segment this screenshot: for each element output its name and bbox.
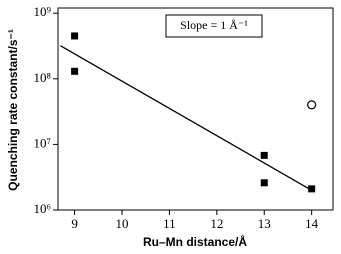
y-tick-label: 10⁶ [33,201,51,216]
annotation-box [165,14,263,38]
x-tick-label: 14 [305,216,319,231]
point [260,151,268,159]
point [260,179,268,187]
x-tick-label: 10 [116,216,129,231]
y-tick-label: 10⁷ [33,135,51,150]
point [71,32,79,40]
fit-line [60,45,312,191]
x-tick-label: 9 [71,216,78,231]
y-axis-title: Quenching rate constant/s⁻¹ [6,29,20,191]
point [307,100,317,110]
point [71,67,79,75]
y-tick-label: 10⁹ [33,4,51,19]
x-tick-label: 13 [258,216,271,231]
y-tick-label: 10⁸ [33,70,51,85]
plot-frame [57,7,334,211]
x-tick-label: 12 [210,216,223,231]
annotation: Slope = 1 Å⁻¹ [180,18,248,32]
x-axis-title: Ru–Mn distance/Å [143,234,247,249]
x-tick-label: 11 [163,216,176,231]
point [308,185,316,193]
